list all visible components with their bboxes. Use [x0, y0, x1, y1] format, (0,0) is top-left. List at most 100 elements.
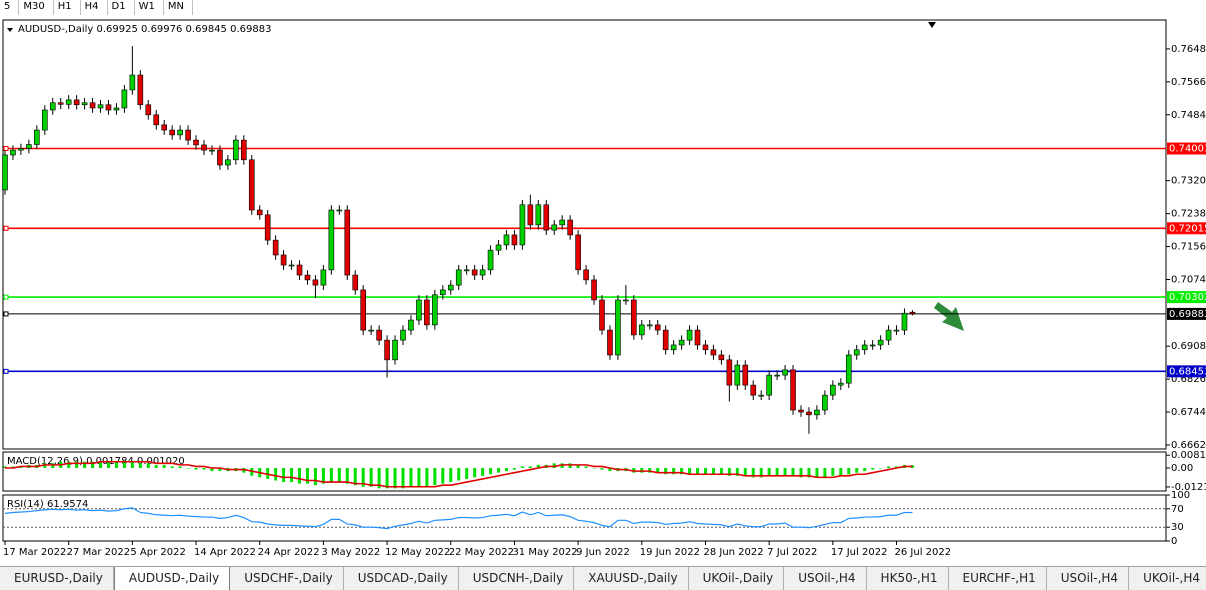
candle-body [798, 409, 804, 413]
candle-body [678, 339, 685, 346]
timeframe-button[interactable]: 5 [0, 0, 20, 15]
x-tick-label: 31 May 2022 [512, 547, 577, 558]
macd-bar [441, 468, 445, 484]
macd-bar [823, 468, 827, 478]
macd-bar [688, 468, 692, 475]
signal-line [5, 460, 913, 488]
chart-tab[interactable]: EURUSD-,Daily [0, 567, 114, 590]
macd-bar [401, 468, 405, 489]
chart-tab[interactable]: UKOil-,H4 [1129, 567, 1206, 590]
macd-bar [298, 468, 302, 484]
macd-bar [727, 468, 731, 476]
price-label-box [1167, 142, 1206, 155]
timeframe-button[interactable]: D1 [108, 0, 135, 15]
candle-body [26, 144, 32, 149]
chart-tab[interactable]: USDCHF-,Daily [230, 567, 344, 590]
timeframe-button[interactable]: H1 [54, 0, 81, 15]
x-tick-label: 28 Jun 2022 [703, 547, 763, 558]
pane-title: MACD(12,26,9) 0.001784 0.001020 [7, 456, 185, 467]
candle-body [400, 329, 406, 341]
candle-body [774, 374, 780, 377]
candle-body [646, 324, 653, 327]
timeframe-button[interactable]: M30 [19, 0, 54, 15]
macd-bar [282, 468, 286, 483]
macd-bar [672, 468, 676, 475]
macd-bar [680, 468, 684, 475]
candle-body [328, 209, 335, 271]
macd-bar [847, 468, 851, 475]
macd-bar [218, 468, 222, 472]
y-tick-label: 0 [1171, 536, 1177, 547]
macd-bar [831, 468, 835, 476]
chart-tab[interactable]: AUDUSD-,Daily [113, 567, 231, 590]
macd-bar [83, 461, 87, 468]
candle-body [336, 209, 343, 212]
candle-body [392, 339, 398, 361]
candle-body [471, 269, 478, 276]
candle-body [909, 311, 916, 315]
candle-body [233, 139, 239, 161]
candle-body [105, 104, 112, 111]
price-label-box [1167, 222, 1206, 235]
chart-tab[interactable]: EURCHF-,H1 [949, 567, 1047, 590]
candle-body [487, 249, 494, 271]
macd-bar [393, 468, 397, 489]
candle-body [121, 89, 128, 109]
macd-bar [385, 468, 389, 489]
macd-bar [871, 468, 875, 470]
macd-bar [321, 468, 325, 484]
price-label: 0.69883 [1169, 309, 1206, 320]
candle-body [376, 329, 382, 341]
macd-bar [154, 464, 158, 468]
chart-tab[interactable]: USDCNH-,Daily [459, 567, 575, 590]
chart-tab[interactable]: USDCAD-,Daily [344, 567, 459, 590]
macd-bar [99, 461, 103, 468]
macd-bar [584, 466, 588, 468]
candle-body [248, 159, 255, 211]
symbol-menu-arrow[interactable] [7, 28, 13, 32]
x-tick-label: 22 May 2022 [449, 547, 514, 558]
rsi-line [4, 507, 913, 530]
candle-body [432, 294, 438, 326]
macd-bar [202, 468, 206, 470]
candle-body [830, 384, 836, 396]
candle-body [272, 239, 279, 256]
macd-bar [67, 461, 71, 468]
macd-bar [433, 468, 437, 486]
price-label-box [1167, 291, 1206, 304]
chart-tab[interactable]: UKOil-,Daily [689, 567, 785, 590]
candle-body [670, 344, 677, 351]
candle-body [766, 374, 772, 396]
candle-body [543, 204, 550, 231]
macd-bar [863, 468, 867, 472]
chart-tab[interactable]: USOil-,H4 [784, 567, 867, 590]
chart-tab[interactable]: USOil-,H4 [1047, 567, 1130, 590]
timeframe-button[interactable]: W1 [135, 0, 164, 15]
y-tick-label: 30 [1171, 522, 1184, 533]
candle-body [869, 344, 876, 347]
candle-body [742, 364, 749, 386]
y-tick-label: 0.00 [1171, 463, 1193, 474]
macd-bar [839, 468, 843, 476]
chart-tab[interactable]: XAUUSD-,Daily [574, 567, 689, 590]
candle-body [615, 299, 621, 356]
candle-body [225, 159, 231, 166]
macd-bar [576, 464, 580, 468]
candle-body [304, 274, 311, 281]
level-handle [3, 368, 9, 374]
candle-body [726, 359, 733, 386]
candle-body [89, 102, 96, 109]
chart-tab[interactable]: HK50-,H1 [867, 567, 949, 590]
candle-body [479, 269, 486, 276]
x-tick-label: 24 Apr 2022 [258, 547, 320, 558]
macd-bar [130, 461, 134, 468]
macd-bar [377, 468, 381, 489]
timeframe-button[interactable]: H4 [81, 0, 108, 15]
macd-bar [290, 468, 294, 483]
timeframe-button[interactable]: MN [164, 0, 193, 15]
macd-bar [719, 468, 723, 475]
candle-body [81, 102, 88, 106]
macd-bar [664, 468, 668, 475]
